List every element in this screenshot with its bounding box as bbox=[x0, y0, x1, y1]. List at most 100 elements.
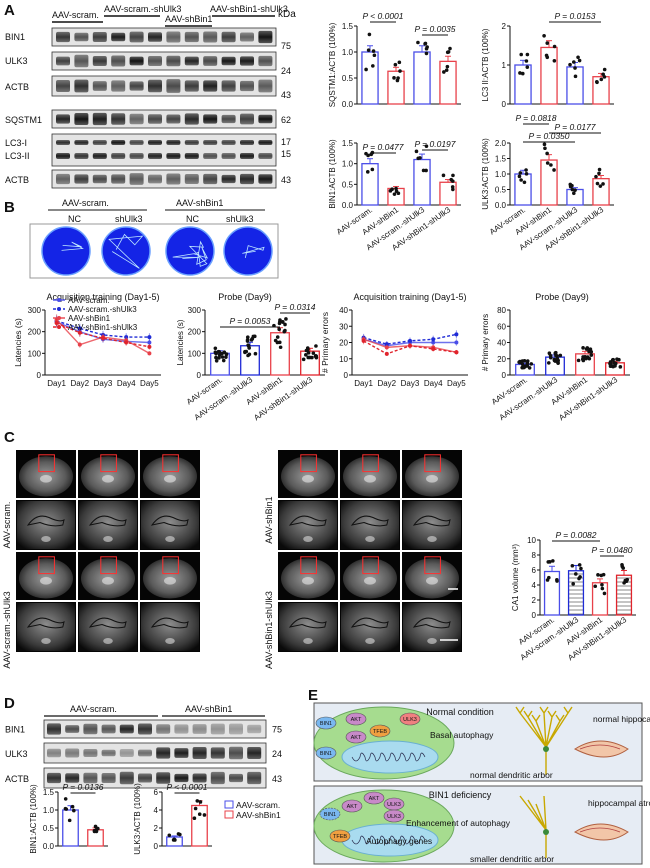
roi-box bbox=[300, 454, 317, 473]
blot-band bbox=[192, 724, 207, 734]
blot-band bbox=[119, 724, 134, 734]
data-point bbox=[364, 67, 368, 72]
blot-band bbox=[258, 114, 273, 124]
blot-band bbox=[166, 31, 181, 43]
neuron-soma bbox=[543, 746, 549, 752]
y-tick-label: 0 bbox=[502, 371, 507, 380]
blot-band bbox=[47, 748, 61, 758]
legend-swatch bbox=[224, 810, 234, 819]
data-point bbox=[589, 350, 594, 354]
data-point bbox=[551, 559, 555, 563]
data-point bbox=[601, 72, 605, 77]
blot-band bbox=[74, 153, 89, 159]
protein-glyph bbox=[315, 716, 337, 730]
mri-ventricle bbox=[364, 576, 376, 585]
data-point bbox=[522, 358, 527, 363]
swim-path bbox=[108, 233, 144, 269]
data-point bbox=[441, 173, 446, 178]
blot-band bbox=[210, 723, 225, 735]
schematic-label: Basal autophagy bbox=[430, 730, 494, 740]
blot-band bbox=[166, 55, 181, 67]
data-point bbox=[570, 563, 575, 568]
blot-band bbox=[129, 81, 144, 91]
data-point bbox=[577, 563, 582, 567]
bar bbox=[361, 163, 379, 206]
data-point bbox=[549, 163, 553, 167]
blot-band bbox=[247, 771, 262, 785]
p-value: P = 0.0480 bbox=[591, 545, 632, 555]
bar bbox=[361, 51, 379, 105]
data-point bbox=[587, 356, 592, 361]
series-point bbox=[124, 340, 129, 345]
series-point bbox=[384, 345, 389, 350]
data-point bbox=[390, 187, 394, 192]
swim-path bbox=[172, 240, 209, 267]
roi-box bbox=[424, 454, 441, 473]
data-point bbox=[525, 364, 530, 368]
blot-band bbox=[174, 748, 189, 758]
data-point bbox=[366, 153, 370, 158]
data-point bbox=[545, 161, 550, 165]
maze-arena bbox=[101, 226, 151, 276]
blot-band bbox=[258, 30, 273, 44]
blot-label: LC3-II bbox=[5, 151, 30, 161]
blot-label: BIN1 bbox=[5, 32, 25, 42]
chart-title: Probe (Day9) bbox=[535, 292, 589, 302]
mri-ventricle bbox=[426, 474, 438, 483]
blot-band bbox=[111, 32, 126, 42]
data-point bbox=[421, 168, 426, 173]
blot-strip bbox=[51, 27, 277, 47]
data-point bbox=[221, 358, 226, 363]
blot-strip bbox=[51, 75, 277, 97]
blot-band bbox=[184, 174, 199, 184]
data-point bbox=[577, 576, 581, 581]
data-point bbox=[176, 832, 181, 836]
blot-band bbox=[83, 772, 98, 784]
x-tick-label: Day4 bbox=[424, 379, 443, 388]
blot-band bbox=[56, 56, 70, 66]
roi-box bbox=[162, 556, 179, 575]
data-point bbox=[370, 167, 375, 172]
blot-band bbox=[111, 140, 126, 145]
bar bbox=[62, 809, 79, 847]
blot-band bbox=[247, 724, 262, 734]
data-point bbox=[620, 562, 624, 567]
data-point bbox=[63, 797, 68, 801]
panel-label-b: B bbox=[4, 199, 15, 216]
blot-band bbox=[240, 80, 254, 92]
mri-group-label: AAV-scram.-shUlk3 bbox=[2, 591, 12, 668]
dna-helix bbox=[351, 752, 426, 762]
data-point bbox=[571, 582, 575, 586]
ca1-outline bbox=[88, 617, 127, 629]
series-point bbox=[454, 350, 459, 355]
protein-glyph bbox=[383, 809, 405, 823]
data-point bbox=[601, 182, 605, 186]
x-tick-label: Day2 bbox=[70, 379, 89, 388]
series-point bbox=[454, 340, 459, 345]
blot-band bbox=[203, 153, 218, 159]
mri-ventricle bbox=[302, 474, 314, 483]
blot-band bbox=[174, 773, 189, 783]
blot-band bbox=[101, 773, 116, 783]
schematic-label: normal dendritic arbor bbox=[470, 770, 553, 780]
y-axis-label: BIN1:ACTB (100%) bbox=[328, 139, 337, 209]
data-point bbox=[72, 808, 76, 813]
data-point bbox=[451, 187, 455, 192]
maze-arena bbox=[165, 226, 215, 276]
data-point bbox=[278, 345, 283, 350]
chart-title: Acquisition training (Day1-5) bbox=[353, 292, 466, 302]
blot-band bbox=[203, 31, 218, 43]
data-point bbox=[545, 151, 549, 156]
data-point bbox=[546, 361, 551, 365]
y-tick-label: 0 bbox=[502, 100, 507, 109]
schematic-label: Autophagy genes bbox=[366, 836, 432, 846]
data-point bbox=[214, 358, 219, 363]
y-tick-label: 0.5 bbox=[43, 824, 55, 833]
protein-label: ULK3 bbox=[387, 802, 401, 808]
blot-band bbox=[47, 723, 61, 735]
blot-band bbox=[148, 174, 162, 184]
roi-box bbox=[100, 454, 117, 473]
data-point bbox=[597, 167, 602, 172]
data-point bbox=[524, 168, 528, 172]
